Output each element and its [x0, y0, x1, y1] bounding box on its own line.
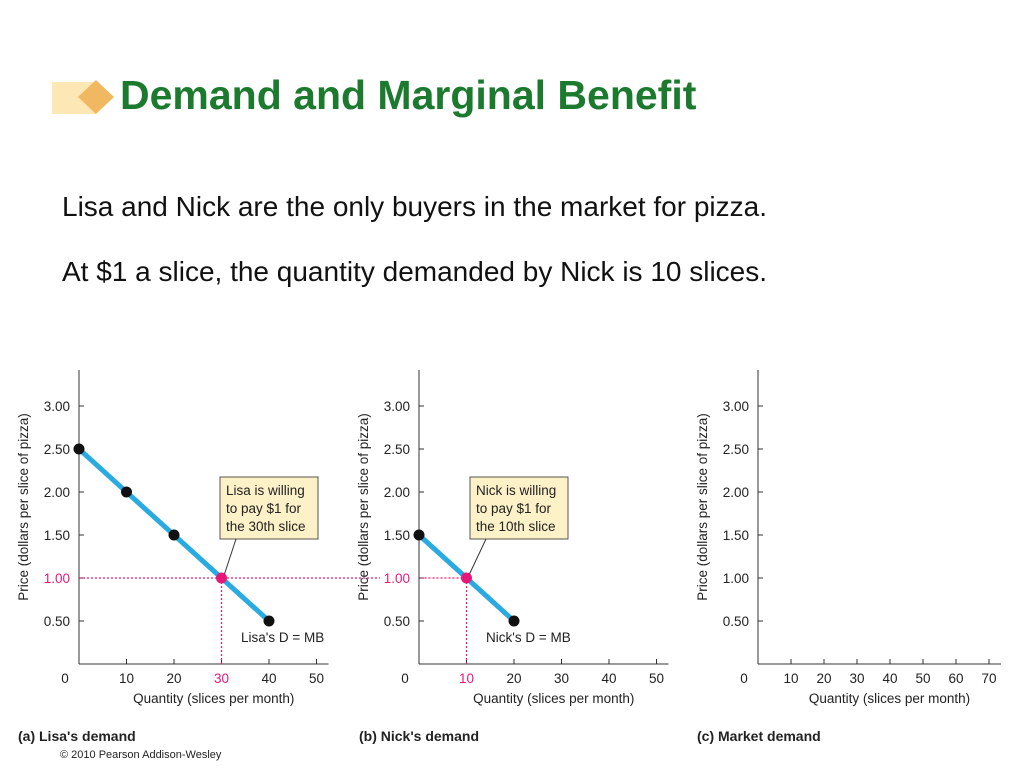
y-tick-label: 1.50 — [44, 528, 70, 543]
x-tick-label: 10 — [119, 671, 134, 686]
x-tick-label: 30 — [554, 671, 569, 686]
y-tick-label: 0.50 — [44, 614, 70, 629]
x-tick-label: 50 — [915, 671, 930, 686]
x-tick-label: 40 — [882, 671, 897, 686]
y-tick-label: 2.00 — [384, 485, 410, 500]
body-text-line-1: Lisa and Nick are the only buyers in the… — [62, 191, 768, 222]
copyright-notice: © 2010 Pearson Addison-Wesley — [60, 749, 222, 761]
x-tick-label: 30 — [214, 671, 229, 686]
x-tick-label: 40 — [261, 671, 276, 686]
data-point — [168, 529, 180, 541]
y-tick-label: 1.50 — [723, 528, 749, 543]
data-point — [263, 615, 275, 627]
y-tick-label: 2.50 — [384, 442, 410, 457]
panel-caption: (b) Nick's demand — [359, 728, 479, 744]
y-tick-label: 3.00 — [384, 399, 410, 414]
data-point — [121, 486, 132, 498]
x-tick-label: 20 — [816, 671, 831, 686]
curve-label: Nick's D = MB — [486, 630, 571, 645]
y-axis-label: Price (dollars per slice of pizza) — [356, 413, 371, 601]
x-tick-label: 30 — [849, 671, 864, 686]
x-axis-label: Quantity (slices per month) — [133, 691, 294, 706]
x-tick-label: 50 — [309, 671, 324, 686]
callout-text-line: to pay $1 for — [476, 501, 552, 516]
x-tick-label: 0 — [740, 671, 748, 686]
panel-caption: (c) Market demand — [697, 728, 821, 744]
x-tick-label: 20 — [166, 671, 181, 686]
panel-caption: (a) Lisa's demand — [18, 728, 136, 744]
x-tick-label: 10 — [459, 671, 474, 686]
callout-text-line: Lisa is willing — [226, 483, 305, 498]
y-tick-label: 1.00 — [44, 571, 70, 586]
x-tick-label: 20 — [506, 671, 521, 686]
chart-panel-2: 0.50 1.00 1.50 2.00 2.50 3.00 0 10 20 30 40 50 Quant… — [356, 370, 669, 744]
x-tick-label: 10 — [783, 671, 798, 686]
x-axis-label: Quantity (slices per month) — [809, 691, 970, 706]
x-tick-label: 0 — [61, 671, 69, 686]
page-title: Demand and Marginal Benefit — [120, 72, 697, 118]
callout-text-line: Nick is willing — [476, 483, 556, 498]
curve-label: Lisa's D = MB — [241, 630, 324, 645]
y-tick-label: 2.50 — [44, 442, 70, 457]
x-tick-label: 0 — [401, 671, 409, 686]
y-axis-label: Price (dollars per slice of pizza) — [695, 413, 710, 601]
y-tick-label: 3.00 — [44, 399, 70, 414]
x-tick-label: 50 — [649, 671, 664, 686]
y-axis-label: Price (dollars per slice of pizza) — [16, 413, 31, 601]
y-tick-label: 0.50 — [723, 614, 749, 629]
y-tick-label: 2.00 — [44, 485, 70, 500]
x-tick-label: 70 — [981, 671, 996, 686]
y-tick-label: 2.50 — [723, 442, 749, 457]
x-tick-label: 60 — [948, 671, 963, 686]
y-tick-label: 3.00 — [723, 399, 749, 414]
data-point — [413, 529, 425, 541]
y-tick-label: 2.00 — [723, 485, 749, 500]
data-point — [508, 615, 520, 627]
callout-box — [219, 476, 319, 540]
body-text-line-2: At $1 a slice, the quantity demanded by … — [62, 256, 768, 287]
data-point — [73, 443, 85, 455]
x-axis-label: Quantity (slices per month) — [473, 691, 634, 706]
y-tick-label: 1.00 — [384, 571, 410, 586]
y-tick-label: 1.00 — [723, 571, 749, 586]
callout-pointer — [469, 538, 487, 575]
demand-charts: 0.50 1.00 1.50 2.00 2.50 3.00 0 10 20 30 40 50 Quant… — [16, 370, 1001, 744]
callout-text-line: the 10th slice — [476, 519, 556, 534]
y-tick-label: 0.50 — [384, 614, 410, 629]
chart-panel-3: 0.50 1.00 1.50 2.00 2.50 3.00 0 10 20 30 40 50 60 70 Q… — [695, 370, 1001, 744]
x-tick-label: 40 — [601, 671, 616, 686]
diamond-bullet-icon — [52, 80, 114, 114]
y-tick-label: 1.50 — [384, 528, 410, 543]
chart-panel-1: 0.50 1.00 1.50 2.00 2.50 3.00 0 10 20 30 40 50 Quant… — [16, 370, 380, 744]
highlight-point — [461, 572, 472, 584]
highlight-point — [216, 572, 227, 584]
callout-box — [469, 476, 569, 540]
callout-pointer — [224, 538, 237, 575]
callout-text-line: to pay $1 for — [226, 501, 302, 516]
callout-text-line: the 30th slice — [226, 519, 306, 534]
